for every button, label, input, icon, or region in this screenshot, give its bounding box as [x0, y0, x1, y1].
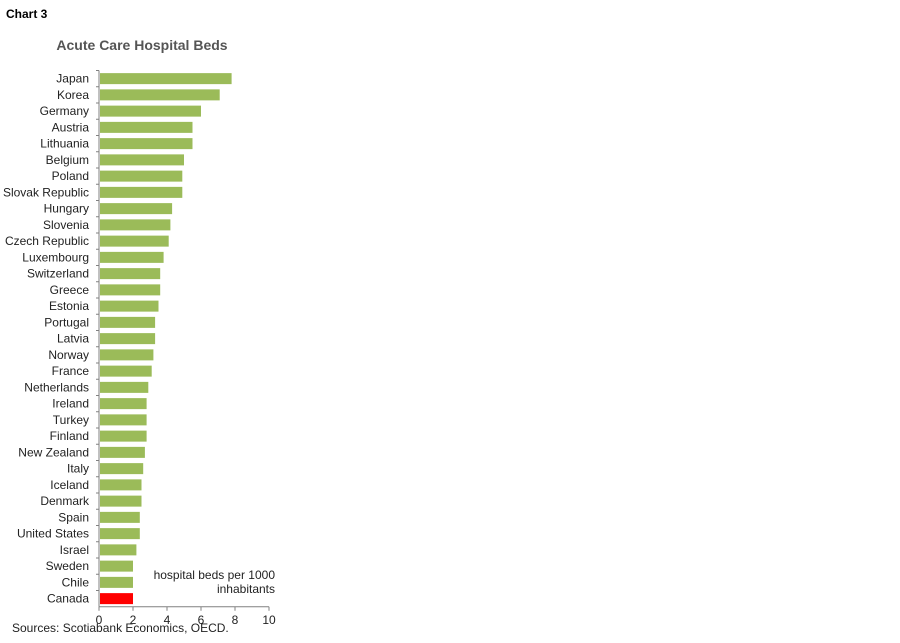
x-tick-label: 2 [130, 613, 137, 627]
chart-title: Acute Care Hospital Beds [56, 37, 227, 53]
category-label: Chile [62, 575, 90, 589]
category-label: Japan [56, 72, 89, 86]
x-tick-label: 8 [232, 613, 239, 627]
bar-chile [100, 576, 133, 588]
axes: 0 2 4 6 8 10 [96, 70, 276, 627]
bar-korea [100, 89, 220, 101]
bar-israel [100, 544, 137, 556]
category-label: Norway [48, 348, 89, 362]
category-label: Belgium [46, 153, 89, 167]
category-label: Turkey [53, 413, 89, 427]
chart-label: Chart 3 [6, 7, 48, 21]
bar-ireland [100, 398, 147, 410]
category-label: Austria [52, 120, 90, 134]
sources-note: Sources: Scotiabank Economics, OECD. [12, 621, 229, 635]
category-label: Czech Republic [5, 234, 89, 248]
bar-slovenia [100, 219, 171, 231]
bar-sweden [100, 560, 133, 572]
category-label: Slovenia [43, 218, 89, 232]
annotation-line-2: inhabitants [217, 582, 275, 596]
bar-new-zealand [100, 446, 145, 458]
bar-united-states [100, 528, 140, 540]
category-label: France [52, 364, 90, 378]
bar-japan [100, 73, 232, 85]
bar-greece [100, 284, 161, 296]
category-label: Sweden [46, 559, 89, 573]
bar-hungary [100, 203, 173, 215]
bar-poland [100, 170, 183, 182]
bar-estonia [100, 300, 159, 312]
category-label: Greece [50, 283, 90, 297]
bar-iceland [100, 479, 142, 491]
category-label: Ireland [52, 397, 89, 411]
category-label: Lithuania [40, 137, 89, 151]
category-label: Denmark [40, 494, 90, 508]
bar-germany [100, 105, 201, 117]
category-label: Italy [67, 462, 89, 476]
bar-italy [100, 463, 144, 475]
x-tick-label: 10 [262, 613, 276, 627]
category-label: Portugal [44, 315, 89, 329]
bar-norway [100, 349, 154, 361]
category-label: Switzerland [27, 267, 89, 281]
category-label: Canada [47, 592, 89, 606]
bar-switzerland [100, 268, 161, 280]
bar-portugal [100, 316, 156, 328]
category-label: Slovak Republic [3, 185, 89, 199]
category-label: Hungary [44, 202, 89, 216]
bar-spain [100, 511, 140, 523]
bar-luxembourg [100, 251, 164, 263]
x-tick-label: 6 [198, 613, 205, 627]
category-label: Poland [52, 169, 89, 183]
category-label: Iceland [50, 478, 89, 492]
x-tick-label: 4 [164, 613, 171, 627]
category-label: Finland [50, 429, 89, 443]
bar-slovak-republic [100, 186, 183, 198]
bar-canada [100, 593, 133, 605]
bar-latvia [100, 333, 156, 345]
category-label: Israel [60, 543, 89, 557]
bars-layer [100, 73, 232, 605]
bar-finland [100, 430, 147, 442]
category-label: Estonia [49, 299, 89, 313]
bar-lithuania [100, 138, 193, 150]
category-label: Germany [40, 104, 89, 118]
bar-denmark [100, 495, 142, 507]
bar-czech-republic [100, 235, 169, 247]
x-tick-label: 0 [96, 613, 103, 627]
category-label: Netherlands [24, 380, 89, 394]
bar-turkey [100, 414, 147, 426]
category-label: Korea [57, 88, 89, 102]
category-label: Latvia [57, 332, 89, 346]
category-label: Spain [58, 510, 89, 524]
bar-france [100, 365, 152, 377]
bar-netherlands [100, 381, 149, 393]
category-labels: Japan Korea Germany Austria Lithuania Belgium… [3, 72, 90, 606]
category-label: United States [17, 527, 89, 541]
bar-belgium [100, 154, 184, 166]
annotation-line-1: hospital beds per 1000 [154, 568, 276, 582]
bar-austria [100, 121, 193, 133]
category-label: New Zealand [18, 445, 89, 459]
category-label: Luxembourg [22, 250, 89, 264]
